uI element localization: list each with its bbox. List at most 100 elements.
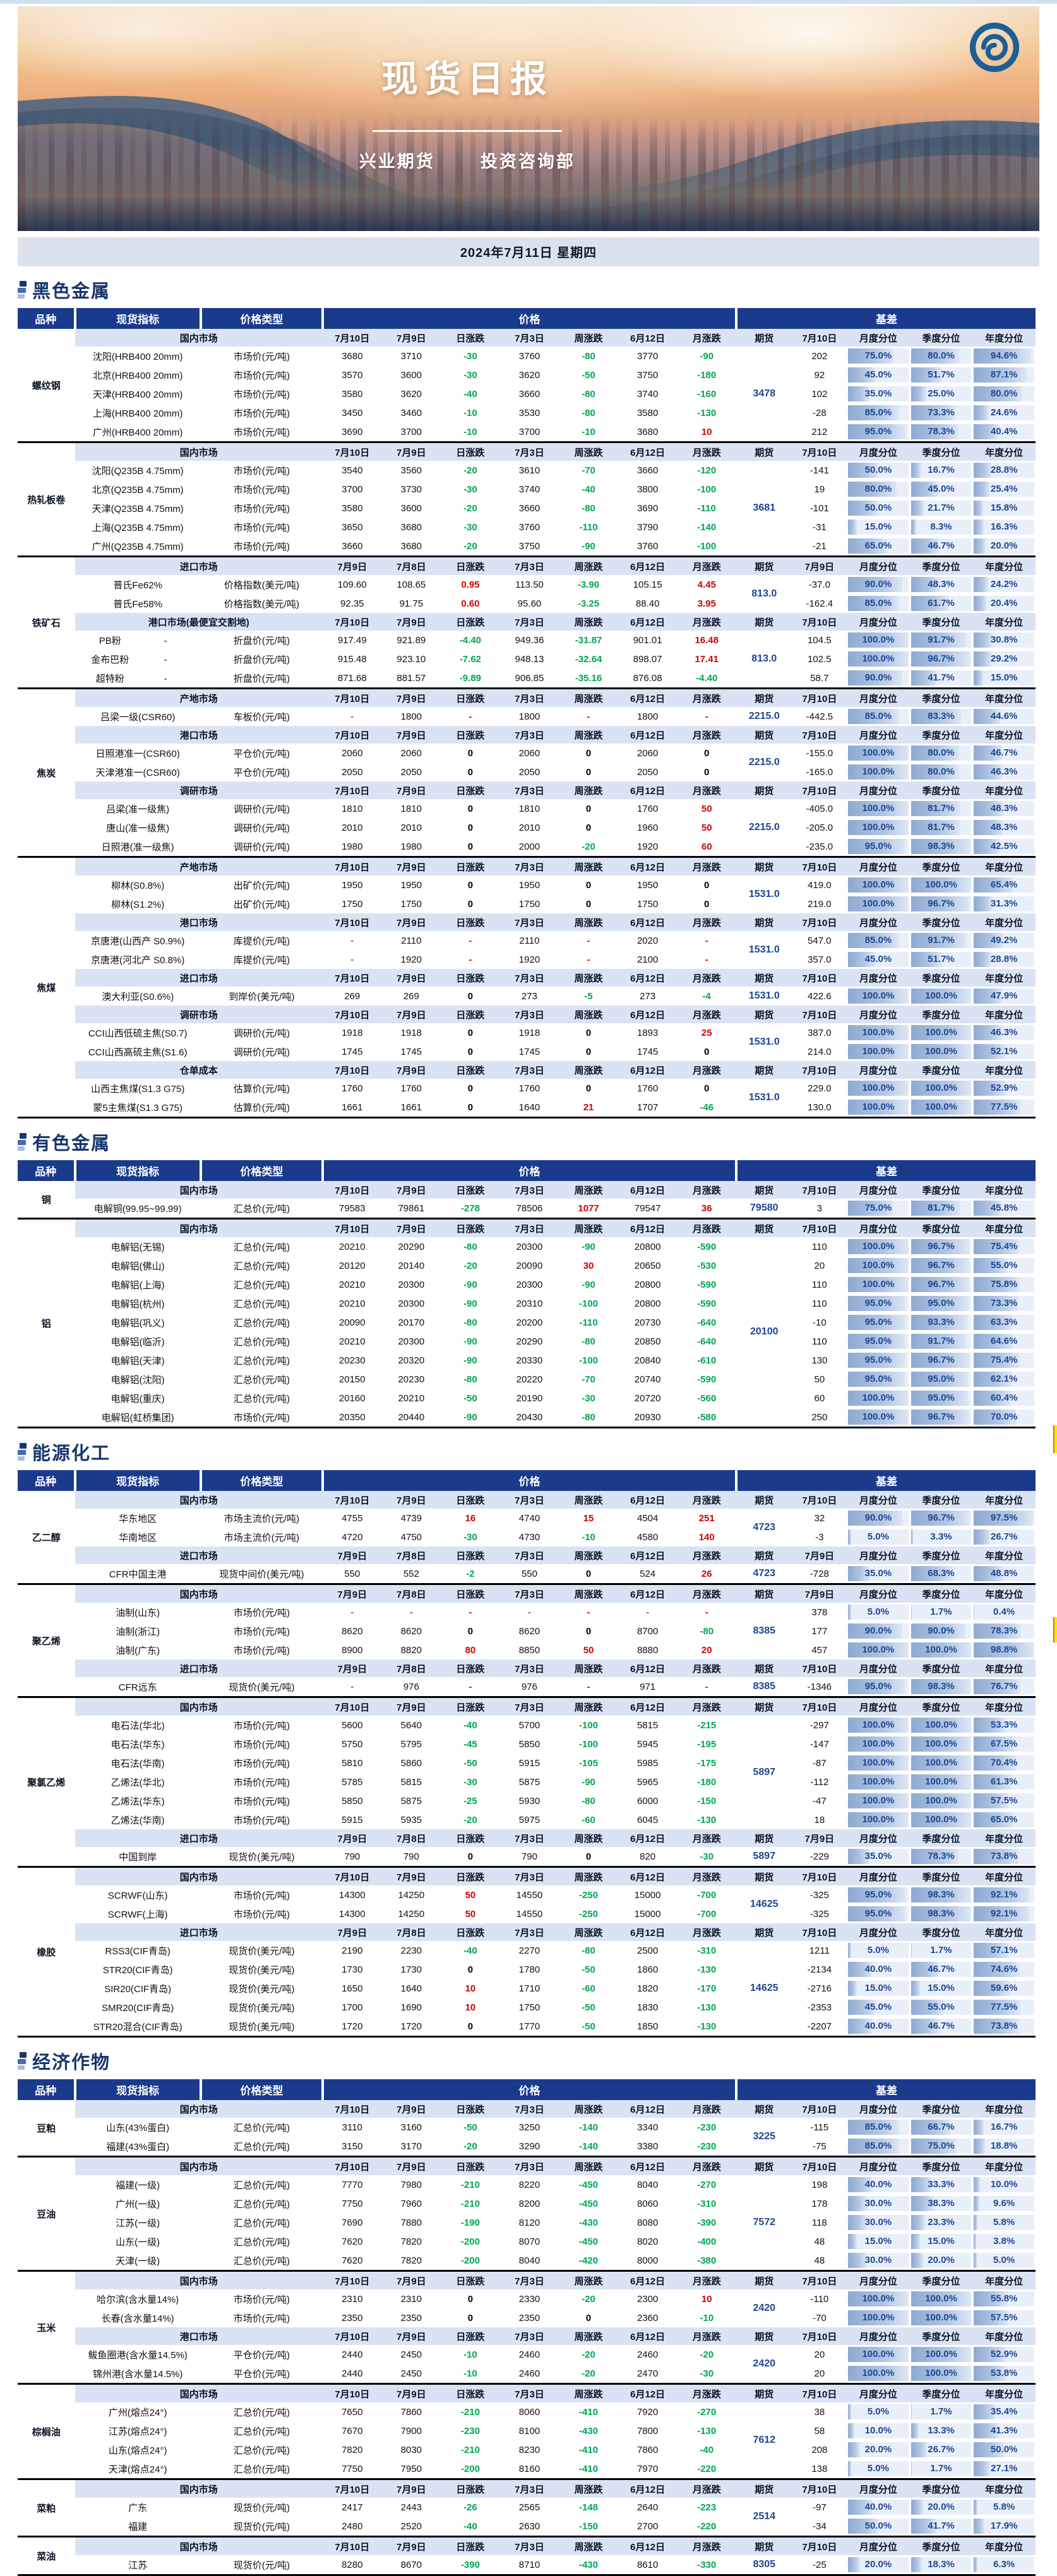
percentile-value: 45.0%: [848, 952, 909, 967]
percentile-value: 100.0%: [848, 1812, 909, 1827]
percentile-bar-track: 90.0%: [848, 1511, 909, 1526]
price-type-cell: 汇总价(元/吨): [201, 1199, 323, 1219]
percentile-cell: 98.3%: [910, 837, 973, 857]
percentile-cell: 95.0%: [910, 1294, 973, 1313]
price-cell: 8610: [618, 2555, 678, 2575]
percentile-cell: 100.0%: [847, 1237, 910, 1256]
subheader-col-label: 7月10日: [792, 2157, 847, 2176]
price-cell: 1750: [500, 1998, 559, 2017]
change-cell: -: [677, 931, 736, 950]
price-cell: 790: [500, 1847, 559, 1867]
change-cell: -10: [677, 2308, 736, 2327]
price-cell: 1700: [323, 1998, 382, 2017]
change-cell: -40: [441, 1716, 500, 1735]
percentile-value: 90.0%: [848, 577, 909, 592]
subheader-col-label: 7月10日: [323, 1867, 382, 1886]
price-cell: 8030: [382, 2440, 441, 2459]
page-top-strip: [0, 0, 1057, 4]
percentile-value: 75.8%: [974, 1277, 1034, 1292]
indicator-cell: SCRWF(上海): [75, 1904, 201, 1923]
percentile-cell: 75.4%: [972, 1237, 1036, 1256]
change-cell: -250: [559, 1904, 618, 1923]
percentile-bar-track: 20.0%: [848, 2557, 909, 2572]
subheader-col-label: 日涨跌: [441, 557, 500, 576]
percentile-bar-track: 57.1%: [974, 1943, 1034, 1958]
change-cell: -40: [441, 2517, 500, 2537]
percentile-value: 15.0%: [848, 519, 909, 535]
subheader-col-label: 7月10日: [323, 2479, 382, 2498]
percentile-bar-track: 85.0%: [848, 2120, 909, 2135]
indicator-cell: 油制(广东): [75, 1641, 201, 1659]
table-header-row: 品种现货指标价格类型价格基差: [18, 1470, 1036, 1491]
change-cell: 80: [441, 1641, 500, 1659]
futures-price-cell: 2514: [736, 2498, 792, 2537]
percentile-cell: 87.1%: [972, 365, 1036, 384]
price-cell: 5930: [500, 1791, 559, 1810]
price-type-cell: 市场价(元/吨): [201, 1641, 323, 1659]
percentile-cell: 28.8%: [972, 461, 1036, 480]
percentile-value: 45.0%: [911, 482, 972, 497]
percentile-value: 97.5%: [974, 1511, 1034, 1526]
subheader-col-label: 7月3日: [500, 329, 559, 347]
price-type-cell: 市场价(元/吨): [201, 1603, 323, 1622]
percentile-value: 40.0%: [848, 1962, 909, 1977]
change-cell: -230: [677, 2118, 736, 2137]
percentile-cell: 96.7%: [910, 1351, 973, 1370]
price-type-cell: 调研价(元/吨): [201, 799, 323, 818]
subheader-col-label: 7月3日: [500, 1006, 559, 1023]
basis-cell: -31: [792, 518, 847, 537]
change-cell: 0: [559, 1564, 618, 1584]
percentile-cell: 5.8%: [972, 2213, 1036, 2232]
price-cell: 2000: [500, 837, 559, 857]
change-cell: -190: [441, 2213, 500, 2232]
futures-price-cell: 813.0: [736, 575, 792, 613]
price-type-cell: 车板价(元/吨): [201, 707, 323, 726]
price-cell: 3580: [323, 384, 382, 403]
subheader-col-label: 7月9日: [792, 1546, 847, 1564]
indicator-cell: 山东(熔点24°): [75, 2440, 201, 2459]
price-cell: 3750: [500, 537, 559, 557]
price-cell: 4750: [382, 1528, 441, 1546]
subheader-col-label: 年度分位: [972, 1219, 1036, 1238]
percentile-bar-track: 45.0%: [848, 2000, 909, 2015]
subheader-col-label: 期货: [736, 613, 792, 631]
indicator-cell: 天津(一级): [75, 2251, 201, 2271]
indicator-cell: 普氏Fe62%: [75, 575, 201, 594]
change-cell: 0: [441, 1042, 500, 1061]
price-type-cell: 市场价(元/吨): [201, 1772, 323, 1791]
subheader-col-label: 期货: [736, 1181, 792, 1199]
percentile-cell: 20.0%: [910, 2498, 973, 2517]
percentile-bar-track: 53.3%: [974, 1718, 1034, 1733]
percentile-value: 100.0%: [911, 1793, 972, 1808]
percentile-cell: 26.7%: [910, 2440, 973, 2459]
percentile-value: 26.7%: [911, 2442, 972, 2457]
price-cell: 2460: [500, 2345, 559, 2364]
price-cell: 3680: [382, 537, 441, 557]
price-cell: 8040: [500, 2251, 559, 2271]
percentile-bar-track: 80.0%: [911, 348, 972, 364]
price-cell: 3800: [618, 480, 678, 499]
percentile-cell: 85.0%: [847, 594, 910, 613]
change-cell: 10: [677, 2289, 736, 2308]
price-type-cell: 平仓价(元/吨): [201, 744, 323, 763]
percentile-cell: 46.3%: [972, 763, 1036, 781]
percentile-bar-track: 1.7%: [911, 1943, 972, 1958]
subheader-col-label: 7月3日: [500, 2100, 559, 2118]
price-type-cell: 现货价(美元/吨): [201, 1941, 323, 1960]
percentile-bar-track: 16.7%: [974, 2120, 1034, 2135]
percentile-value: 78.3%: [911, 1849, 972, 1864]
percentile-cell: 68.3%: [910, 1564, 973, 1584]
futures-price-cell: 1531.0: [736, 931, 792, 969]
price-cell: 5815: [382, 1772, 441, 1791]
subheader-col-label: 7月10日: [323, 2271, 382, 2290]
price-cell: 8900: [323, 1641, 382, 1659]
percentile-value: 46.7%: [974, 745, 1034, 761]
indicator-cell: 长春(含水量14%): [75, 2308, 201, 2327]
percentile-cell: 100.0%: [910, 1791, 973, 1810]
